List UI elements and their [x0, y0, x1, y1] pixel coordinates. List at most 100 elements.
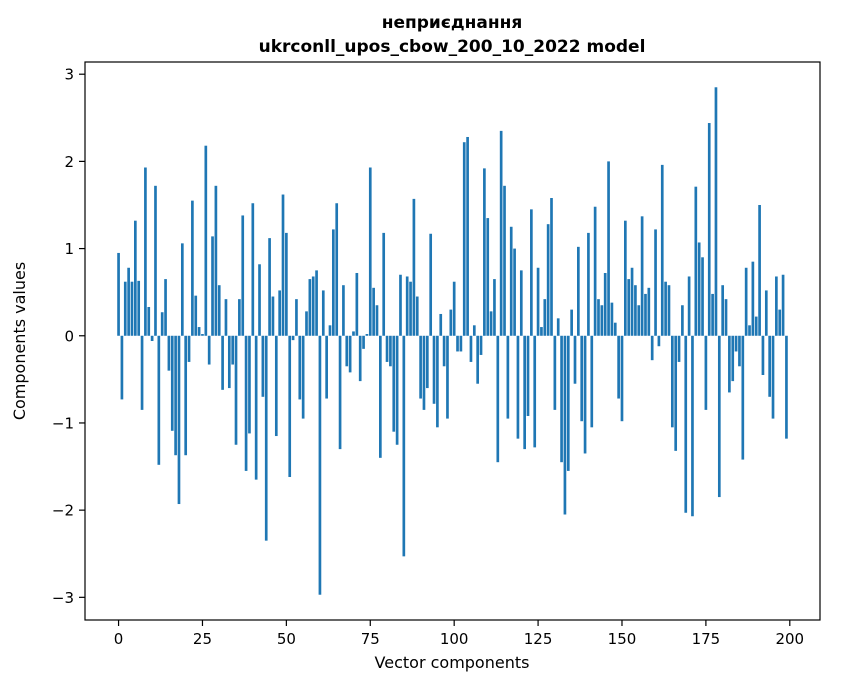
bar [305, 311, 308, 336]
bar [352, 331, 355, 336]
bar [597, 299, 600, 336]
bar [768, 335, 771, 397]
plot-area [84, 61, 821, 621]
chart-title-word: неприєднання [382, 13, 523, 33]
y-tick-label: 2 [64, 153, 74, 171]
bar [385, 335, 389, 362]
x-tick-label: 200 [775, 630, 804, 648]
bar [519, 270, 523, 336]
bar [577, 246, 580, 336]
bar [436, 335, 439, 428]
bar [281, 194, 285, 336]
bar [325, 335, 328, 399]
bar [469, 335, 473, 362]
bar [724, 299, 728, 336]
bar [516, 335, 520, 439]
bar [207, 335, 211, 365]
bar [298, 335, 302, 400]
bar [526, 335, 530, 416]
bar [372, 287, 375, 336]
bar [472, 325, 476, 336]
bar [728, 335, 731, 393]
bar [268, 238, 271, 336]
y-tick-label: −2 [52, 502, 74, 520]
bar [137, 280, 141, 336]
bar [540, 327, 543, 336]
bar [238, 299, 241, 336]
bar [610, 302, 614, 336]
bar [274, 335, 278, 437]
bar [560, 335, 563, 463]
bar [358, 335, 362, 382]
y-tick-label: 1 [64, 240, 74, 258]
bar [285, 232, 288, 336]
bar [603, 272, 607, 336]
bar [785, 335, 788, 439]
bar [499, 130, 503, 336]
bar [684, 335, 688, 513]
y-tick-label: 0 [64, 327, 74, 345]
bar [670, 335, 674, 428]
bar [174, 335, 177, 456]
bar [697, 242, 701, 336]
bar [533, 335, 537, 448]
bar [553, 335, 557, 410]
bar [167, 335, 171, 371]
bar [667, 285, 671, 336]
bar [382, 232, 386, 336]
bar [187, 335, 191, 362]
bar [681, 305, 684, 336]
bar [271, 296, 275, 336]
bar [224, 299, 228, 336]
bar [479, 335, 483, 355]
bar [573, 335, 577, 384]
bar [217, 285, 221, 336]
x-tick-label: 150 [608, 630, 637, 648]
bar [754, 316, 758, 336]
x-tick-label: 50 [277, 630, 296, 648]
bar [419, 335, 422, 399]
y-axis-label: Components values [10, 262, 29, 420]
bar [456, 335, 459, 352]
bar [291, 335, 295, 341]
bar [127, 267, 130, 336]
bar [647, 287, 651, 336]
bar [261, 335, 265, 397]
bar [687, 276, 691, 336]
bar [355, 272, 359, 336]
x-axis-label: Vector components [375, 653, 530, 672]
bar [379, 335, 382, 458]
bar [593, 206, 597, 336]
bar [744, 267, 748, 336]
bar [254, 335, 258, 480]
bar [348, 335, 352, 373]
x-tick-label: 0 [114, 630, 124, 648]
bar [392, 335, 396, 432]
bar [227, 335, 231, 389]
bars-group [117, 87, 788, 595]
bar [509, 226, 513, 336]
bar [771, 335, 775, 419]
bar [741, 335, 745, 460]
bar [295, 299, 298, 336]
bar [201, 334, 204, 336]
bar [734, 335, 738, 352]
bar [751, 261, 755, 336]
bar [627, 279, 631, 336]
bar [402, 335, 406, 557]
bar [761, 335, 765, 375]
bar [123, 281, 127, 336]
bar [530, 209, 533, 336]
bar [446, 335, 449, 419]
bar [177, 335, 181, 505]
bar [405, 276, 409, 336]
bar [637, 305, 641, 336]
bar [439, 313, 443, 336]
bar [644, 293, 647, 336]
bar [194, 295, 198, 336]
bar [483, 168, 486, 336]
bar [600, 305, 604, 336]
bar [660, 164, 664, 336]
bar [308, 279, 312, 336]
bar [489, 311, 493, 336]
